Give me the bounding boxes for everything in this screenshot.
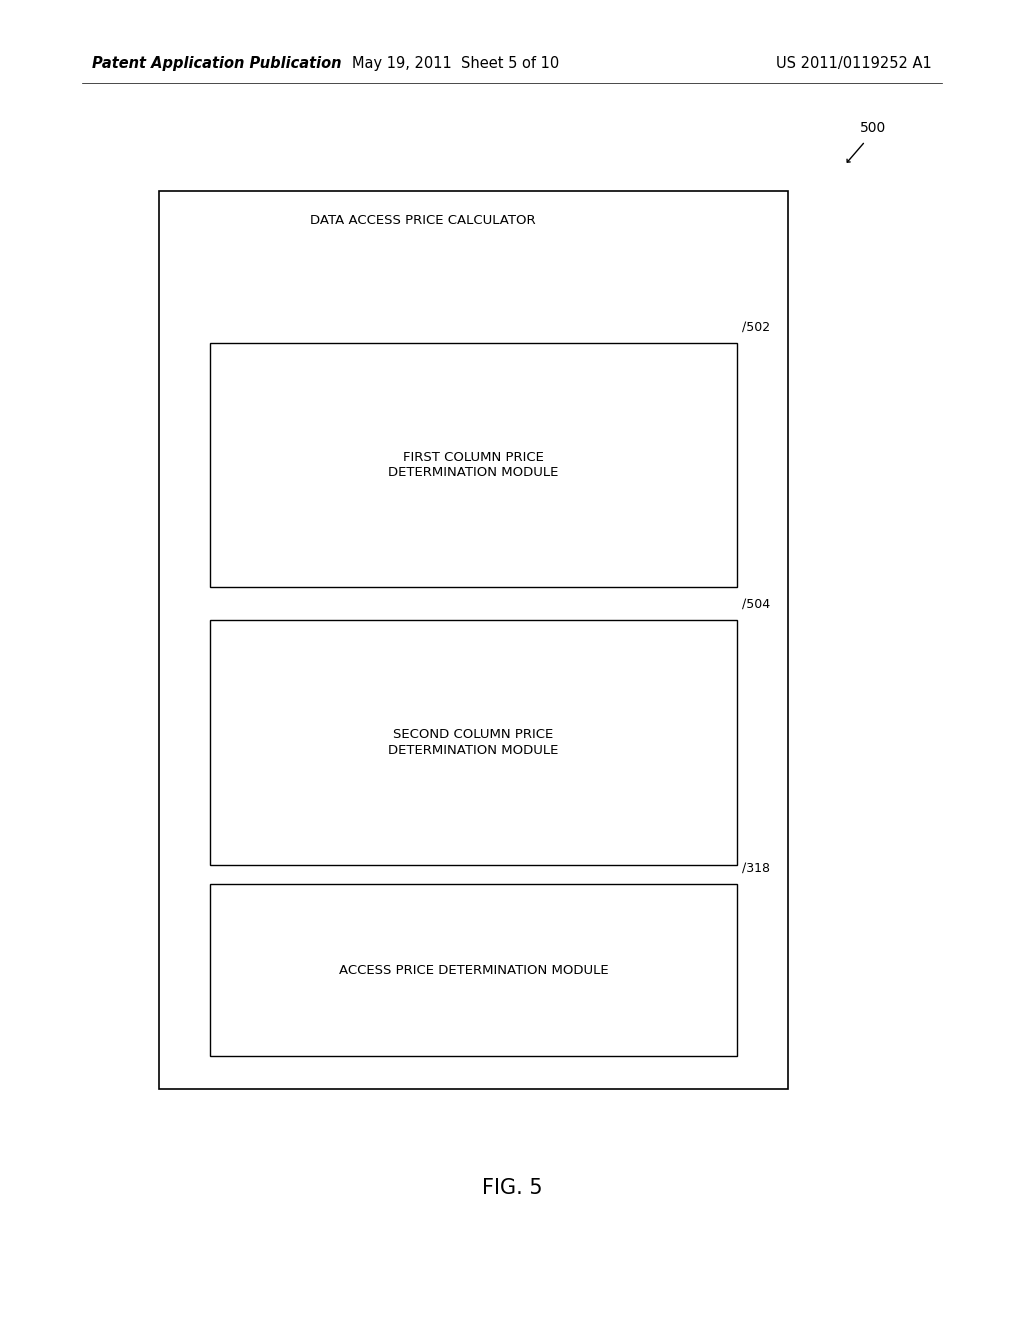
Text: FIRST COLUMN PRICE
DETERMINATION MODULE: FIRST COLUMN PRICE DETERMINATION MODULE	[388, 451, 559, 479]
Text: ∕504: ∕504	[742, 598, 770, 611]
Bar	[210, 343, 737, 587]
Text: SECOND COLUMN PRICE
DETERMINATION MODULE: SECOND COLUMN PRICE DETERMINATION MODULE	[388, 729, 559, 756]
Text: May 19, 2011  Sheet 5 of 10: May 19, 2011 Sheet 5 of 10	[352, 55, 559, 71]
Text: DATA ACCESS PRICE CALCULATOR: DATA ACCESS PRICE CALCULATOR	[310, 214, 536, 227]
Bar	[210, 884, 737, 1056]
Bar	[210, 620, 737, 865]
Text: FIG. 5: FIG. 5	[481, 1177, 543, 1199]
Text: ACCESS PRICE DETERMINATION MODULE: ACCESS PRICE DETERMINATION MODULE	[339, 964, 608, 977]
Text: 500: 500	[860, 120, 887, 135]
Text: ∕318: ∕318	[742, 862, 770, 875]
Text: ∕502: ∕502	[742, 321, 770, 334]
Text: Patent Application Publication: Patent Application Publication	[92, 55, 342, 71]
Bar	[159, 191, 788, 1089]
Text: US 2011/0119252 A1: US 2011/0119252 A1	[776, 55, 932, 71]
